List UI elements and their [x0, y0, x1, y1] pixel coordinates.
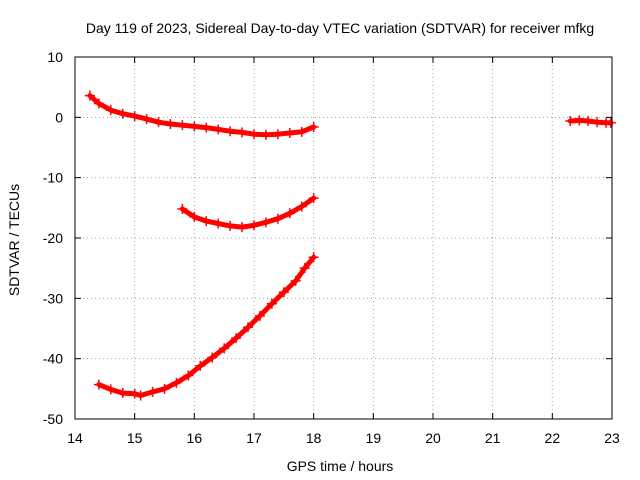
series-layer	[84, 90, 616, 401]
data-point-marker	[117, 388, 128, 399]
data-point-marker	[583, 115, 594, 126]
data-point-marker	[105, 384, 116, 395]
data-point-marker	[231, 333, 242, 344]
x-tick-label: 14	[67, 430, 83, 446]
data-point-marker	[201, 122, 212, 133]
data-point-marker	[237, 127, 248, 138]
data-point-marker	[254, 310, 265, 321]
data-point-marker	[195, 360, 206, 371]
data-point-marker	[177, 204, 188, 215]
x-tick-label: 23	[604, 430, 620, 446]
x-tick-label: 18	[306, 430, 322, 446]
data-point-marker	[296, 201, 307, 212]
data-point-marker	[93, 98, 104, 109]
data-point-marker	[219, 343, 230, 354]
x-tick-label: 17	[246, 430, 262, 446]
y-tick-label: -50	[43, 411, 63, 427]
data-point-marker	[177, 120, 188, 131]
data-point-marker	[159, 383, 170, 394]
y-tick-label: 10	[47, 49, 63, 65]
data-point-marker	[605, 117, 616, 128]
data-point-marker	[296, 126, 307, 137]
data-point-marker	[183, 370, 194, 381]
data-point-marker	[84, 90, 95, 101]
x-tick-label: 16	[187, 430, 203, 446]
x-axis-label: GPS time / hours	[287, 458, 394, 474]
data-point-marker	[308, 252, 319, 263]
x-tick-label: 20	[425, 430, 441, 446]
series-satellite-track-2	[177, 193, 319, 233]
data-point-marker	[165, 118, 176, 129]
data-point-marker	[592, 117, 603, 128]
x-tick-label: 19	[366, 430, 382, 446]
series-satellite-track-4	[565, 115, 616, 128]
data-point-marker	[266, 298, 277, 309]
data-point-marker	[565, 115, 576, 126]
data-point-marker	[284, 208, 295, 219]
data-point-marker	[272, 129, 283, 140]
data-point-marker	[249, 129, 259, 140]
data-point-marker	[213, 124, 224, 135]
data-point-marker	[272, 213, 283, 224]
data-point-marker	[189, 211, 200, 222]
y-tick-label: 0	[55, 109, 63, 125]
x-tick-label: 22	[545, 430, 561, 446]
data-point-marker	[290, 275, 301, 286]
data-point-marker	[129, 388, 140, 399]
data-point-marker	[249, 220, 259, 231]
data-point-marker	[135, 390, 146, 401]
data-point-marker	[153, 117, 164, 128]
data-point-marker	[225, 220, 236, 231]
chart-title: Day 119 of 2023, Sidereal Day-to-day VTE…	[86, 20, 594, 36]
data-point-marker	[207, 352, 218, 363]
data-point-marker	[284, 128, 295, 139]
y-axis-label: SDTVAR / TECUs	[6, 184, 22, 296]
data-point-marker	[278, 287, 289, 298]
data-point-marker	[189, 121, 200, 132]
grid-layer	[75, 57, 612, 419]
y-tick-label: -20	[43, 230, 63, 246]
data-point-marker	[105, 105, 116, 116]
data-point-marker	[308, 121, 319, 132]
data-point-marker	[147, 386, 158, 397]
data-point-marker	[225, 126, 236, 137]
data-point-marker	[260, 129, 271, 140]
series-satellite-track-1	[84, 90, 319, 140]
data-point-marker	[93, 379, 104, 390]
data-point-marker	[574, 115, 585, 126]
y-tick-label: -40	[43, 351, 63, 367]
tick-layer: 14 15 16 17 18 19 20 21 22 23 10 0 -10 -20 -30 -40 -50	[43, 49, 620, 446]
data-point-marker	[299, 263, 310, 274]
data-point-marker	[260, 217, 271, 228]
data-point-marker	[171, 377, 182, 388]
data-point-marker	[237, 222, 248, 233]
x-tick-label: 15	[127, 430, 143, 446]
data-point-marker	[308, 193, 319, 204]
y-tick-label: -30	[43, 290, 63, 306]
series-satellite-track-3	[93, 252, 319, 401]
data-point-marker	[213, 218, 224, 229]
data-point-marker	[141, 114, 152, 125]
data-point-marker	[201, 216, 212, 227]
series-trace	[96, 254, 317, 398]
data-point-marker	[117, 108, 128, 119]
x-tick-label: 21	[485, 430, 501, 446]
y-tick-label: -10	[43, 170, 63, 186]
data-point-marker	[243, 322, 254, 333]
data-point-marker	[129, 111, 140, 122]
